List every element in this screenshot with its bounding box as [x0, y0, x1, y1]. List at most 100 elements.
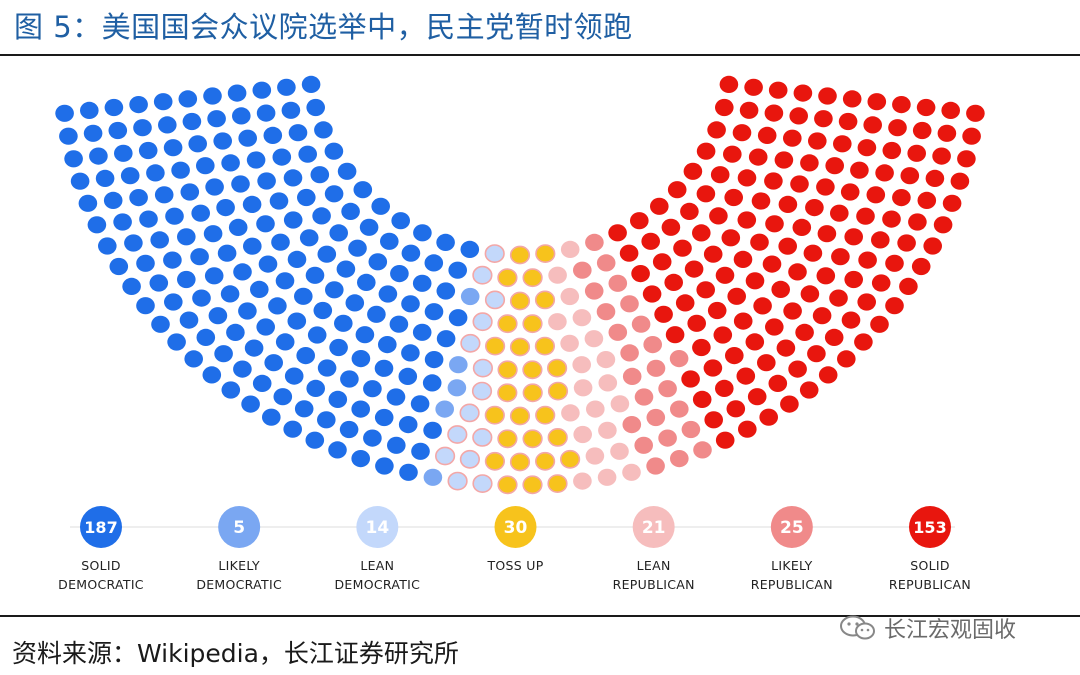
seat-solid-republican	[841, 311, 861, 329]
seat-solid-democratic	[196, 157, 215, 175]
seat-toss-up	[497, 429, 518, 449]
seat-solid-republican	[833, 135, 852, 153]
seat-solid-democratic	[252, 374, 272, 392]
seat-toss-up	[509, 291, 531, 311]
seat-likely-republican	[608, 323, 628, 341]
seat-toss-up	[497, 475, 518, 495]
seat-solid-republican	[733, 250, 753, 268]
seat-toss-up	[484, 405, 505, 425]
legend-swatch-likely-democratic	[218, 506, 261, 548]
seat-solid-democratic	[163, 251, 182, 269]
seat-solid-democratic	[386, 388, 406, 406]
seat-lean-republican	[610, 442, 629, 460]
seat-solid-democratic	[436, 233, 455, 251]
seat-likely-republican	[634, 388, 654, 406]
seat-likely-republican	[573, 261, 592, 279]
seat-likely-republican	[622, 416, 642, 434]
seat-solid-democratic	[351, 350, 371, 368]
seat-solid-democratic	[256, 215, 275, 233]
seat-lean-republican	[572, 309, 592, 327]
seat-solid-democratic	[122, 277, 141, 295]
seat-solid-democratic	[154, 186, 174, 204]
seat-solid-republican	[857, 139, 877, 157]
source-note: 资料来源：Wikipedia，长江证券研究所	[12, 639, 459, 668]
legend-count-solid-republican: 153	[913, 518, 946, 537]
seat-solid-democratic	[424, 303, 444, 321]
legend-label-lean-republican: REPUBLICAN	[613, 577, 695, 592]
seat-likely-republican	[669, 350, 689, 368]
seat-solid-democratic	[182, 112, 202, 131]
seat-toss-up	[509, 337, 531, 357]
seat-solid-republican	[816, 178, 835, 196]
seat-solid-democratic	[317, 411, 336, 429]
seat-solid-democratic	[151, 315, 170, 333]
seat-likely-republican	[646, 359, 666, 377]
seat-solid-democratic	[353, 181, 373, 199]
seat-solid-democratic	[226, 323, 245, 341]
seat-solid-republican	[757, 354, 776, 372]
seat-solid-republican	[814, 110, 833, 128]
seat-solid-democratic	[345, 294, 365, 312]
seat-solid-democratic	[136, 297, 155, 315]
legend-label-likely-democratic: DEMOCRATIC	[196, 577, 282, 592]
seat-solid-democratic	[238, 302, 257, 320]
seat-solid-democratic	[314, 121, 333, 139]
bottom-rule	[0, 615, 1080, 617]
seat-solid-republican	[850, 161, 869, 179]
legend-label-likely-democratic: LIKELY	[218, 558, 260, 573]
seat-lean-republican	[596, 351, 616, 369]
seat-solid-democratic	[423, 421, 442, 439]
seat-solid-republican	[745, 272, 765, 290]
seat-solid-democratic	[246, 151, 266, 169]
seat-solid-democratic	[413, 224, 432, 242]
seat-solid-republican	[764, 172, 783, 190]
seat-solid-democratic	[410, 395, 430, 413]
seat-solid-democratic	[89, 147, 108, 165]
seat-solid-democratic	[208, 307, 228, 325]
seat-solid-democratic	[177, 270, 196, 289]
watermark-text: 长江宏观固收	[884, 618, 1017, 643]
seat-solid-democratic	[334, 314, 353, 332]
seat-solid-republican	[875, 164, 894, 182]
seat-toss-up	[497, 360, 518, 380]
seat-solid-democratic	[312, 207, 331, 225]
seat-lean-republican	[560, 334, 579, 352]
seat-lean-republican	[560, 240, 580, 258]
seat-solid-democratic	[177, 228, 196, 246]
seat-solid-democratic	[324, 142, 344, 160]
legend-swatch-lean-republican	[632, 506, 675, 548]
seat-lean-democratic	[471, 381, 493, 401]
seat-likely-democratic	[447, 379, 467, 397]
seat-solid-democratic	[139, 210, 158, 228]
legend-label-lean-democratic: DEMOCRATIC	[334, 577, 420, 592]
seat-toss-up	[547, 381, 569, 401]
seat-solid-democratic	[368, 253, 388, 271]
seat-solid-republican	[738, 420, 757, 438]
seat-solid-republican	[774, 151, 794, 169]
legend-count-likely-republican: 25	[780, 518, 804, 538]
house-seat-chart: 187 SOLID DEMOCRATIC 5 LIKELY DEMOCRATIC 14 LEA…	[55, 75, 985, 592]
seat-solid-republican	[692, 390, 712, 408]
seat-solid-democratic	[424, 351, 444, 369]
seat-solid-democratic	[351, 400, 371, 418]
seat-solid-democratic	[351, 450, 371, 468]
seat-solid-democratic	[184, 350, 203, 368]
seat-solid-democratic	[269, 192, 289, 210]
seat-solid-democratic	[287, 312, 307, 330]
seat-solid-republican	[870, 315, 889, 333]
seat-solid-democratic	[165, 207, 184, 225]
seat-solid-republican	[713, 326, 733, 344]
legend-swatch-solid-republican	[909, 506, 951, 548]
seat-solid-democratic	[422, 374, 442, 392]
legend-label-toss-up: TOSS UP	[486, 558, 543, 573]
seat-solid-democratic	[221, 154, 240, 172]
seat-toss-up	[497, 383, 518, 403]
seat-toss-up	[497, 268, 518, 288]
seat-solid-democratic	[294, 400, 314, 418]
seat-solid-democratic	[288, 124, 308, 142]
seat-solid-democratic	[339, 420, 359, 439]
seat-solid-democratic	[367, 305, 386, 323]
seat-solid-republican	[719, 75, 739, 93]
seat-solid-republican	[709, 207, 728, 225]
seat-solid-republican	[684, 260, 704, 278]
